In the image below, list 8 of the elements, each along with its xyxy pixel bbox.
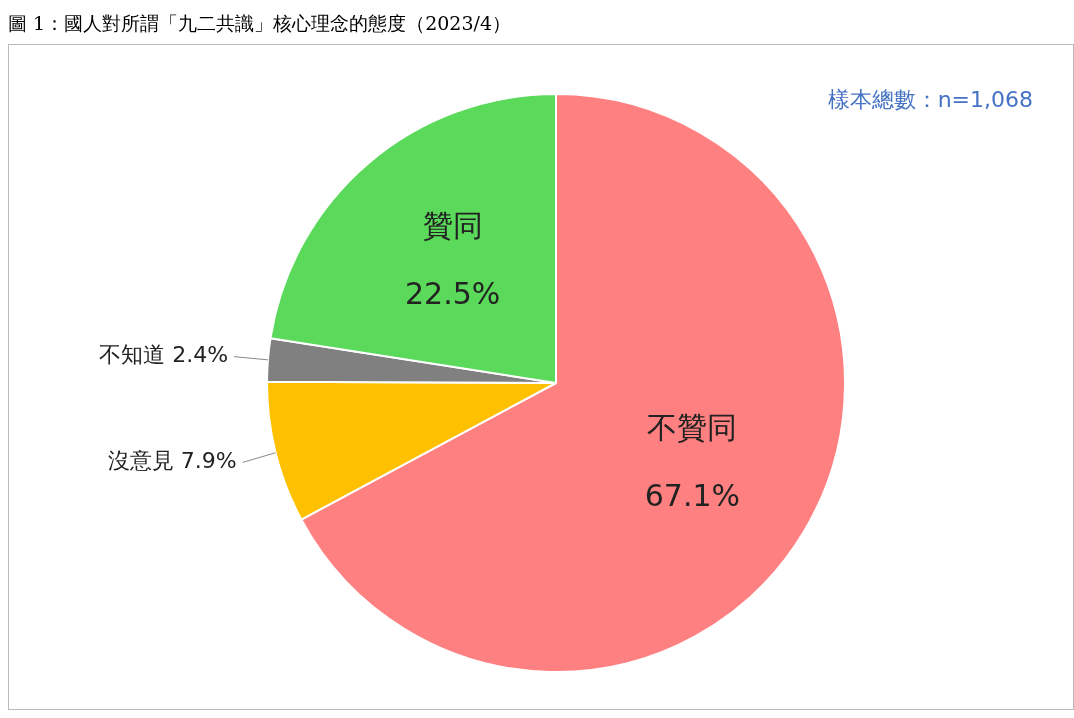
data-label: 22.5% <box>405 276 501 311</box>
data-label: 67.1% <box>644 478 741 514</box>
slice-label: 不知道 2.4% <box>99 342 229 368</box>
slice-label: 沒意見 7.9% <box>107 448 237 474</box>
text: 樣本總數：n=1,068 <box>827 86 1033 114</box>
slice-label: 不贊同 <box>647 410 738 446</box>
slice-label: 贊同 <box>422 208 483 243</box>
chart-title: 圖 1：國人對所謂「九二共識」核心理念的態度（2023/4） <box>8 11 512 36</box>
